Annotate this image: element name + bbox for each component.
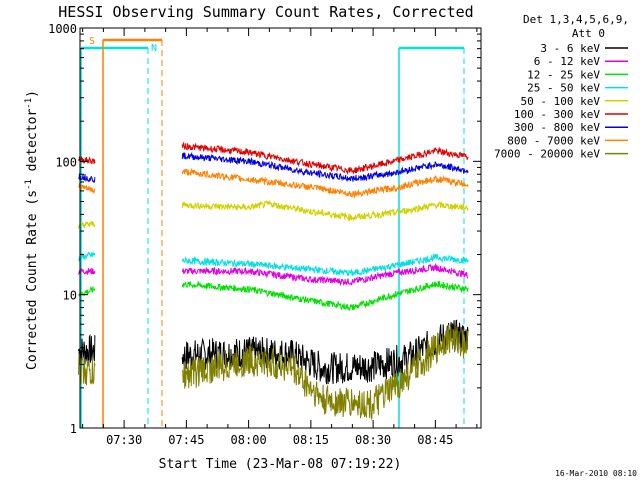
x-tick-label: 07:45 <box>168 433 204 447</box>
series-line-4 <box>78 220 96 229</box>
x-tick-label: 08:00 <box>231 433 267 447</box>
series-line-7 <box>181 167 469 199</box>
y-axis-label-end: ) <box>25 90 40 98</box>
y-axis-label-mid: detector <box>25 109 40 180</box>
series-line-0 <box>78 333 96 366</box>
y-axis-label-sup2: -1 <box>24 98 34 109</box>
x-tick-label: 07:30 <box>106 433 142 447</box>
y-tick-label: 1 <box>70 422 77 436</box>
x-axis-label: Start Time (23-Mar-08 07:19:22) <box>159 457 402 472</box>
y-axis-label-main: Corrected Count Rate (s <box>25 190 40 370</box>
series-line-6 <box>78 173 96 183</box>
series-line-5 <box>181 141 469 176</box>
x-tick-label: 08:45 <box>417 433 453 447</box>
legend-label-3: 25 - 50 keV <box>527 82 600 95</box>
legend-label-4: 50 - 100 keV <box>521 95 601 108</box>
axes: 1 10 100 1000 07:30 07:45 08:00 08:15 08:30 08:45 <box>48 22 482 447</box>
series-line-6 <box>181 151 469 183</box>
series-line-3 <box>78 251 96 262</box>
plot-area: SN <box>78 36 469 428</box>
legend-header-2: Att 0 <box>572 27 605 40</box>
series-line-2 <box>78 286 96 297</box>
series-line-1 <box>78 267 96 276</box>
night-label: N <box>151 43 157 54</box>
legend-label-0: 3 - 6 keV <box>540 42 600 55</box>
legend-label-5: 100 - 300 keV <box>514 108 600 121</box>
y-tick-label: 1000 <box>48 22 77 36</box>
legend-header-1: Det 1,3,4,5,6,9, <box>523 13 629 26</box>
legend-label-6: 300 - 800 keV <box>514 121 600 134</box>
x-tick-label: 08:30 <box>355 433 391 447</box>
legend-label-1: 6 - 12 keV <box>534 55 601 68</box>
series-line-8 <box>78 353 96 386</box>
y-tick-label: 100 <box>55 155 77 169</box>
series-line-7 <box>78 183 96 194</box>
series-line-8 <box>181 324 469 421</box>
legend-label-8: 7000 - 20000 keV <box>494 148 600 161</box>
series-line-2 <box>181 279 469 311</box>
plot-frame <box>79 27 482 429</box>
series-line-3 <box>181 252 469 277</box>
series-line-4 <box>181 200 469 222</box>
y-axis-label-sup1: -1 <box>24 179 34 190</box>
series-line-5 <box>78 156 96 165</box>
saa-label: S <box>89 36 95 47</box>
x-tick-label: 08:15 <box>293 433 329 447</box>
legend-label-2: 12 - 25 keV <box>527 68 600 81</box>
y-tick-label: 10 <box>63 289 77 303</box>
chart-title: HESSI Observing Summary Count Rates, Cor… <box>58 3 473 21</box>
y-axis-label: Corrected Count Rate (s-1 detector-1) <box>24 90 40 370</box>
footer-date: 16-Mar-2010 08:10 <box>555 469 637 478</box>
legend-label-7: 800 - 7000 keV <box>507 134 600 147</box>
series-line-1 <box>181 262 469 287</box>
